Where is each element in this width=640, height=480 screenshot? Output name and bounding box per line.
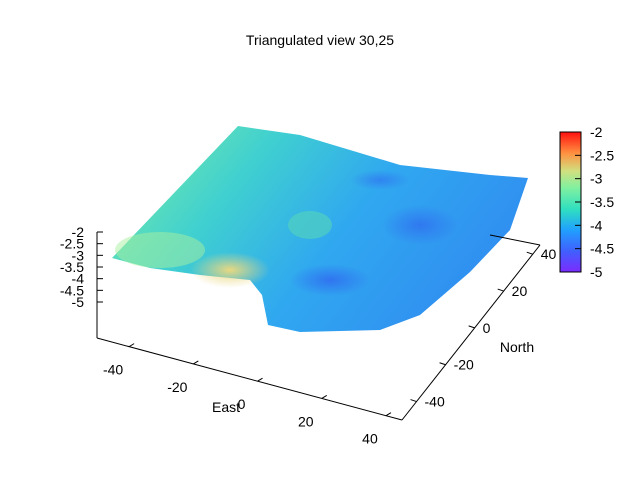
y-tick-mark [526, 251, 533, 255]
x-tick-label: -20 [167, 379, 187, 395]
y-axis-line [401, 244, 541, 421]
colorbar: -2 -2.5 -3 -3.5 -4 -4.5 -5 [559, 124, 614, 280]
colorbar-tick-label: -4 [590, 217, 603, 233]
y-tick-label: 20 [512, 283, 528, 299]
y-tick-mark [497, 288, 504, 292]
colorbar-tick-label: -5 [590, 264, 603, 280]
x-ticks: -40 -20 0 20 40 [103, 343, 392, 447]
x-tick-mark [385, 412, 392, 417]
colorbar-tick-label: -4.5 [590, 241, 614, 257]
z-tick-label: -5 [72, 294, 85, 310]
colorbar-tick-label: -3 [590, 171, 603, 187]
colorbar-tick-label: -2 [590, 124, 603, 140]
axes [96, 232, 541, 421]
y-tick-mark [410, 399, 417, 403]
z-tick-label: -2.5 [60, 236, 84, 252]
back-edge-line [489, 234, 541, 246]
colorbar-tick-label: -2.5 [590, 147, 614, 163]
x-axis-line [96, 337, 403, 421]
y-tick-label: -40 [425, 394, 445, 410]
z-tick-label: -2 [72, 224, 85, 240]
y-tick-mark [468, 325, 475, 329]
chart-title: Triangulated view 30,25 [246, 32, 394, 48]
z-tick-label: -3 [72, 247, 85, 263]
y-tick-label: -20 [454, 357, 474, 373]
y-axis-label: North [500, 339, 534, 355]
x-tick-mark [257, 377, 263, 382]
colorbar-ticks: -2 -2.5 -3 -3.5 -4 -4.5 -5 [575, 124, 614, 280]
x-tick-label: -40 [103, 362, 123, 378]
y-tick-mark [439, 362, 446, 366]
x-tick-mark [128, 343, 135, 348]
x-tick-label: 40 [362, 431, 378, 447]
x-tick-label: 20 [298, 413, 314, 429]
y-tick-label: 0 [483, 320, 491, 336]
y-tick-label: 40 [541, 246, 557, 262]
z-tick-label: -3.5 [60, 259, 84, 275]
surface [112, 126, 528, 332]
x-axis-label: East [212, 399, 240, 415]
x-tick-label: 0 [238, 396, 246, 412]
z-ticks: -2-2.5-3-3.5-4-4.5-5 [60, 224, 103, 310]
z-tick-label: -4.5 [60, 282, 84, 298]
colorbar-tick-label: -3.5 [590, 194, 614, 210]
y-ticks: -40 -20 0 20 40 [410, 246, 557, 410]
x-tick-mark [193, 360, 199, 365]
z-tick-label: -4 [72, 271, 85, 287]
x-tick-mark [321, 394, 327, 399]
